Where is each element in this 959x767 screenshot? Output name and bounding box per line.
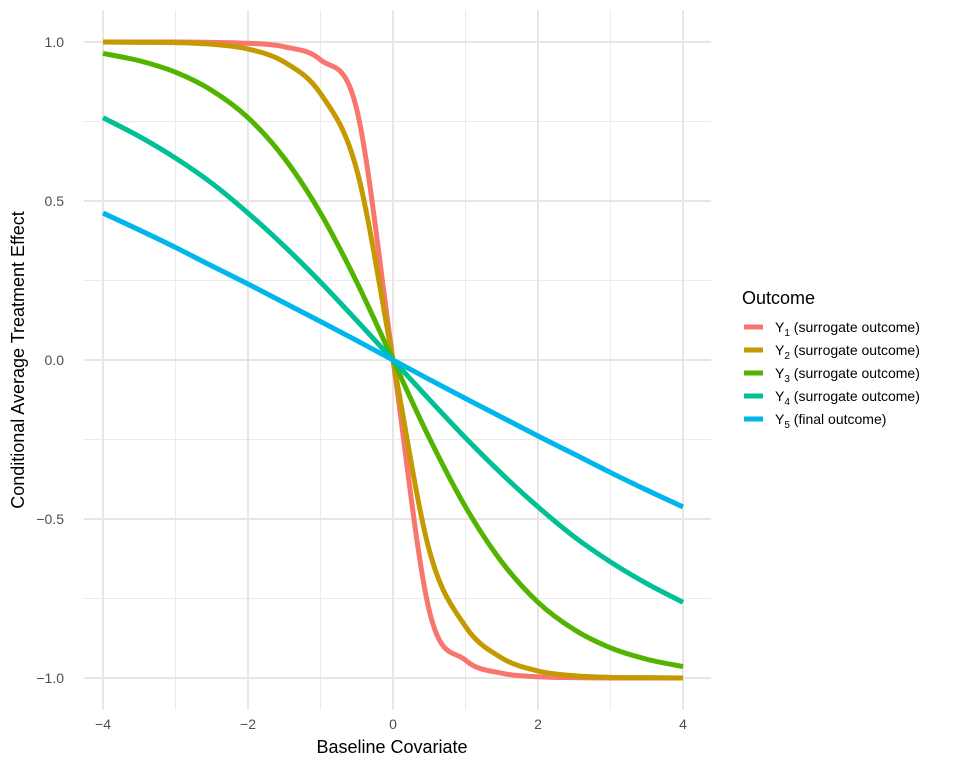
x-axis-title: Baseline Covariate [316, 737, 467, 757]
legend-item-y4: Y4 (surrogate outcome) [744, 388, 920, 408]
y-tick-label: −0.5 [36, 511, 64, 527]
legend-item-y2: Y2 (surrogate outcome) [744, 342, 920, 362]
legend-item-y5: Y5 (final outcome) [744, 411, 886, 431]
x-tick-label: −4 [95, 716, 111, 732]
y-axis-title: Conditional Average Treatment Effect [8, 211, 28, 509]
legend-label: Y3 (surrogate outcome) [775, 365, 920, 385]
legend-label: Y1 (surrogate outcome) [775, 319, 920, 339]
x-tick-label: 0 [389, 716, 397, 732]
x-tick-label: 4 [679, 716, 687, 732]
y-axis-ticks: −1.0 −0.5 0.0 0.5 1.0 [36, 34, 64, 686]
legend-item-y1: Y1 (surrogate outcome) [744, 319, 920, 339]
y-tick-label: 0.5 [45, 193, 65, 209]
x-tick-label: 2 [534, 716, 542, 732]
legend-label: Y2 (surrogate outcome) [775, 342, 920, 362]
legend-item-y3: Y3 (surrogate outcome) [744, 365, 920, 385]
legend-label: Y5 (final outcome) [775, 411, 886, 431]
legend-label: Y4 (surrogate outcome) [775, 388, 920, 408]
legend-title: Outcome [742, 288, 815, 308]
x-axis-ticks: −4 −2 0 2 4 [95, 716, 687, 732]
x-tick-label: −2 [240, 716, 256, 732]
y-tick-label: 0.0 [45, 352, 65, 368]
series-line-y5 [101, 210, 685, 510]
y-tick-label: −1.0 [36, 670, 64, 686]
y-tick-label: 1.0 [45, 34, 65, 50]
series-lines [101, 39, 685, 681]
legend: Outcome Y1 (surrogate outcome) Y2 (surrog… [742, 288, 920, 431]
